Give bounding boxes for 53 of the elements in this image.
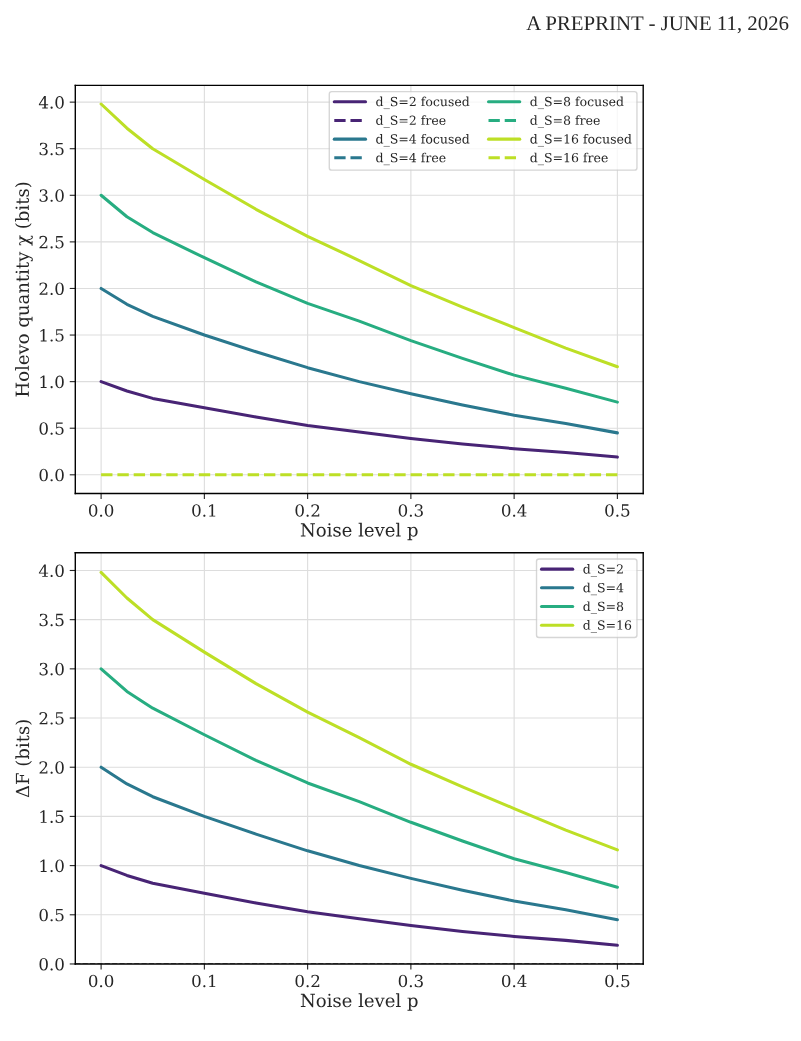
y-tick-label: 1.0	[40, 859, 64, 873]
y-tick-label: 2.5	[39, 712, 64, 725]
y-tick-label: 1.0	[40, 375, 64, 389]
legend-label: d_S=4 focused	[376, 134, 470, 147]
y-tick-label: 3.5	[39, 613, 64, 627]
legend-label: d_S=16	[583, 620, 632, 633]
y-tick-label: 0.0	[39, 468, 64, 482]
y-tick-label: 4.0	[38, 564, 64, 578]
legend-label: d_S=2	[583, 564, 623, 577]
y-tick-label: 2.0	[39, 761, 64, 774]
y-tick-label: 0.5	[39, 422, 64, 435]
legend-label: d_S=8 focused	[530, 96, 624, 110]
y-tick-label: 3.0	[39, 662, 64, 676]
y-tick-label: 4.0	[38, 96, 64, 109]
y-tick-label: 2.0	[39, 282, 64, 296]
line-series	[99, 193, 619, 404]
line-series	[99, 864, 619, 947]
legend-label: d_S=8 free	[530, 115, 600, 128]
x-tick-label: 0.4	[501, 504, 527, 517]
line-series	[99, 765, 619, 922]
y-tick-label: 3.0	[39, 189, 64, 202]
legend-label: d_S=16 focused	[530, 134, 632, 147]
x-tick-label: 0.2	[295, 974, 320, 988]
x-tick-label: 0.4	[501, 974, 527, 988]
x-tick-label: 0.5	[605, 504, 630, 517]
legend-label: d_S=4 free	[376, 152, 446, 166]
x-tick-label: 0.1	[192, 504, 216, 517]
x-tick-label: 0.0	[88, 974, 114, 988]
x-tick-label: 0.0	[88, 504, 114, 517]
y-tick-label: 1.5	[40, 810, 64, 823]
line-series	[99, 380, 619, 459]
line-series	[99, 667, 619, 889]
x-tick-label: 0.2	[295, 504, 320, 517]
x-axis-title: Noise level p	[300, 993, 418, 1011]
x-tick-label: 0.5	[605, 974, 630, 988]
y-axis-title: ΔF (bits)	[15, 720, 32, 798]
legend-label: d_S=2 free	[376, 115, 446, 128]
y-tick-label: 0.5	[39, 908, 64, 922]
legend-label: d_S=4	[583, 582, 624, 596]
legend-label: d_S=8	[583, 601, 624, 614]
x-axis-title: Noise level p	[300, 522, 418, 541]
y-axis-title: Holevo quantity χ (bits)	[15, 182, 33, 397]
x-tick-label: 0.3	[398, 974, 423, 988]
text: A PREPRINT - JUNE 11, 2026	[526, 16, 789, 34]
legend-label: d_S=2 focused	[376, 96, 470, 110]
legend-label: d_S=16 free	[530, 152, 608, 166]
y-tick-label: 1.5	[40, 329, 64, 342]
y-tick-label: 2.5	[39, 235, 64, 249]
y-tick-label: 3.5	[39, 142, 64, 156]
x-tick-label: 0.1	[192, 974, 216, 988]
x-tick-label: 0.3	[398, 504, 423, 517]
y-tick-label: 0.0	[39, 957, 64, 971]
line-series	[99, 286, 619, 435]
